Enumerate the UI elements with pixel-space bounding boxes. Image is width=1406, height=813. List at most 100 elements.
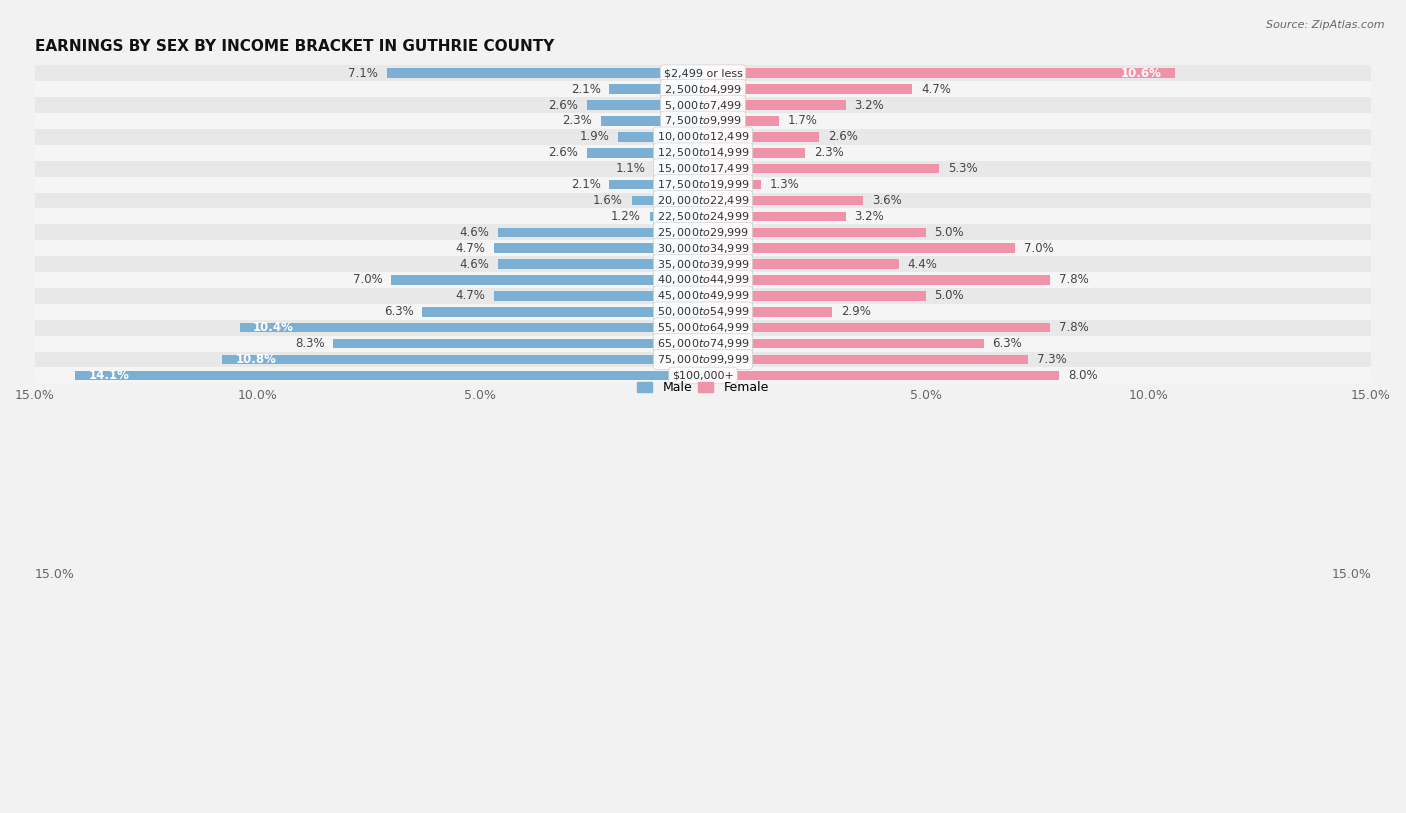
Bar	[387, 68, 703, 78]
Bar	[222, 354, 703, 364]
Text: 7.0%: 7.0%	[1024, 241, 1053, 254]
Bar	[619, 132, 703, 141]
Text: $20,000 to $22,499: $20,000 to $22,499	[657, 194, 749, 207]
Text: $17,500 to $19,999: $17,500 to $19,999	[657, 178, 749, 191]
Bar	[609, 180, 703, 189]
Bar	[35, 193, 1371, 208]
Text: 7.3%: 7.3%	[1038, 353, 1067, 366]
Bar	[35, 320, 1371, 336]
Text: 8.3%: 8.3%	[295, 337, 325, 350]
Bar	[703, 307, 832, 316]
Text: 2.3%: 2.3%	[562, 115, 592, 128]
Bar	[600, 116, 703, 126]
Bar	[35, 176, 1371, 193]
Bar	[35, 145, 1371, 161]
Text: $100,000+: $100,000+	[672, 371, 734, 380]
Text: 7.1%: 7.1%	[349, 67, 378, 80]
Bar	[35, 113, 1371, 129]
Bar	[703, 100, 845, 110]
Bar	[703, 116, 779, 126]
Bar	[35, 129, 1371, 145]
Text: Source: ZipAtlas.com: Source: ZipAtlas.com	[1267, 20, 1385, 30]
Bar	[240, 323, 703, 333]
Text: 3.2%: 3.2%	[855, 98, 884, 111]
Text: $35,000 to $39,999: $35,000 to $39,999	[657, 258, 749, 271]
Text: 6.3%: 6.3%	[384, 306, 413, 319]
Text: 10.4%: 10.4%	[253, 321, 294, 334]
Text: $2,499 or less: $2,499 or less	[664, 68, 742, 78]
Bar	[703, 371, 1059, 380]
Text: 5.3%: 5.3%	[948, 162, 977, 175]
Bar	[703, 291, 925, 301]
Text: 3.2%: 3.2%	[855, 210, 884, 223]
Bar	[35, 224, 1371, 240]
Bar	[588, 100, 703, 110]
Text: 3.6%: 3.6%	[872, 194, 903, 207]
Bar	[35, 97, 1371, 113]
Text: 2.1%: 2.1%	[571, 178, 600, 191]
Bar	[391, 276, 703, 285]
Text: 4.7%: 4.7%	[456, 241, 485, 254]
Text: $30,000 to $34,999: $30,000 to $34,999	[657, 241, 749, 254]
Text: 1.7%: 1.7%	[787, 115, 817, 128]
Text: 7.8%: 7.8%	[1059, 273, 1090, 286]
Text: 10.8%: 10.8%	[235, 353, 276, 366]
Text: $15,000 to $17,499: $15,000 to $17,499	[657, 162, 749, 175]
Text: 2.6%: 2.6%	[548, 98, 578, 111]
Bar	[654, 164, 703, 173]
Text: 8.0%: 8.0%	[1069, 369, 1098, 382]
Bar	[588, 148, 703, 158]
Text: $50,000 to $54,999: $50,000 to $54,999	[657, 306, 749, 319]
Text: $7,500 to $9,999: $7,500 to $9,999	[664, 115, 742, 128]
Text: $25,000 to $29,999: $25,000 to $29,999	[657, 226, 749, 239]
Text: 2.6%: 2.6%	[828, 130, 858, 143]
Text: $65,000 to $74,999: $65,000 to $74,999	[657, 337, 749, 350]
Text: $55,000 to $64,999: $55,000 to $64,999	[657, 321, 749, 334]
Text: 5.0%: 5.0%	[935, 226, 965, 239]
Text: 2.3%: 2.3%	[814, 146, 844, 159]
Text: 4.7%: 4.7%	[456, 289, 485, 302]
Bar	[35, 367, 1371, 384]
Bar	[35, 81, 1371, 97]
Bar	[498, 228, 703, 237]
Bar	[703, 196, 863, 205]
Bar	[35, 240, 1371, 256]
Bar	[703, 180, 761, 189]
Text: 4.6%: 4.6%	[460, 226, 489, 239]
Bar	[75, 371, 703, 380]
Bar	[35, 208, 1371, 224]
Bar	[703, 68, 1175, 78]
Text: 2.1%: 2.1%	[571, 83, 600, 96]
Bar	[703, 354, 1028, 364]
Text: 4.4%: 4.4%	[908, 258, 938, 271]
Bar	[498, 259, 703, 269]
Bar	[494, 243, 703, 253]
Text: $2,500 to $4,999: $2,500 to $4,999	[664, 83, 742, 96]
Bar	[703, 339, 984, 349]
Text: 14.1%: 14.1%	[89, 369, 129, 382]
Text: 2.6%: 2.6%	[548, 146, 578, 159]
Text: $75,000 to $99,999: $75,000 to $99,999	[657, 353, 749, 366]
Text: 1.2%: 1.2%	[610, 210, 641, 223]
Text: 15.0%: 15.0%	[35, 567, 75, 580]
Text: $45,000 to $49,999: $45,000 to $49,999	[657, 289, 749, 302]
Text: 4.7%: 4.7%	[921, 83, 950, 96]
Bar	[703, 148, 806, 158]
Bar	[703, 243, 1015, 253]
Text: 1.6%: 1.6%	[593, 194, 623, 207]
Text: 10.6%: 10.6%	[1121, 67, 1161, 80]
Bar	[703, 259, 898, 269]
Text: $40,000 to $44,999: $40,000 to $44,999	[657, 273, 749, 286]
Text: $10,000 to $12,499: $10,000 to $12,499	[657, 130, 749, 143]
Bar	[35, 65, 1371, 81]
Text: 1.1%: 1.1%	[616, 162, 645, 175]
Bar	[35, 304, 1371, 320]
Bar	[422, 307, 703, 316]
Text: 7.8%: 7.8%	[1059, 321, 1090, 334]
Bar	[703, 276, 1050, 285]
Bar	[35, 351, 1371, 367]
Bar	[703, 211, 845, 221]
Text: $12,500 to $14,999: $12,500 to $14,999	[657, 146, 749, 159]
Bar	[35, 161, 1371, 176]
Bar	[35, 256, 1371, 272]
